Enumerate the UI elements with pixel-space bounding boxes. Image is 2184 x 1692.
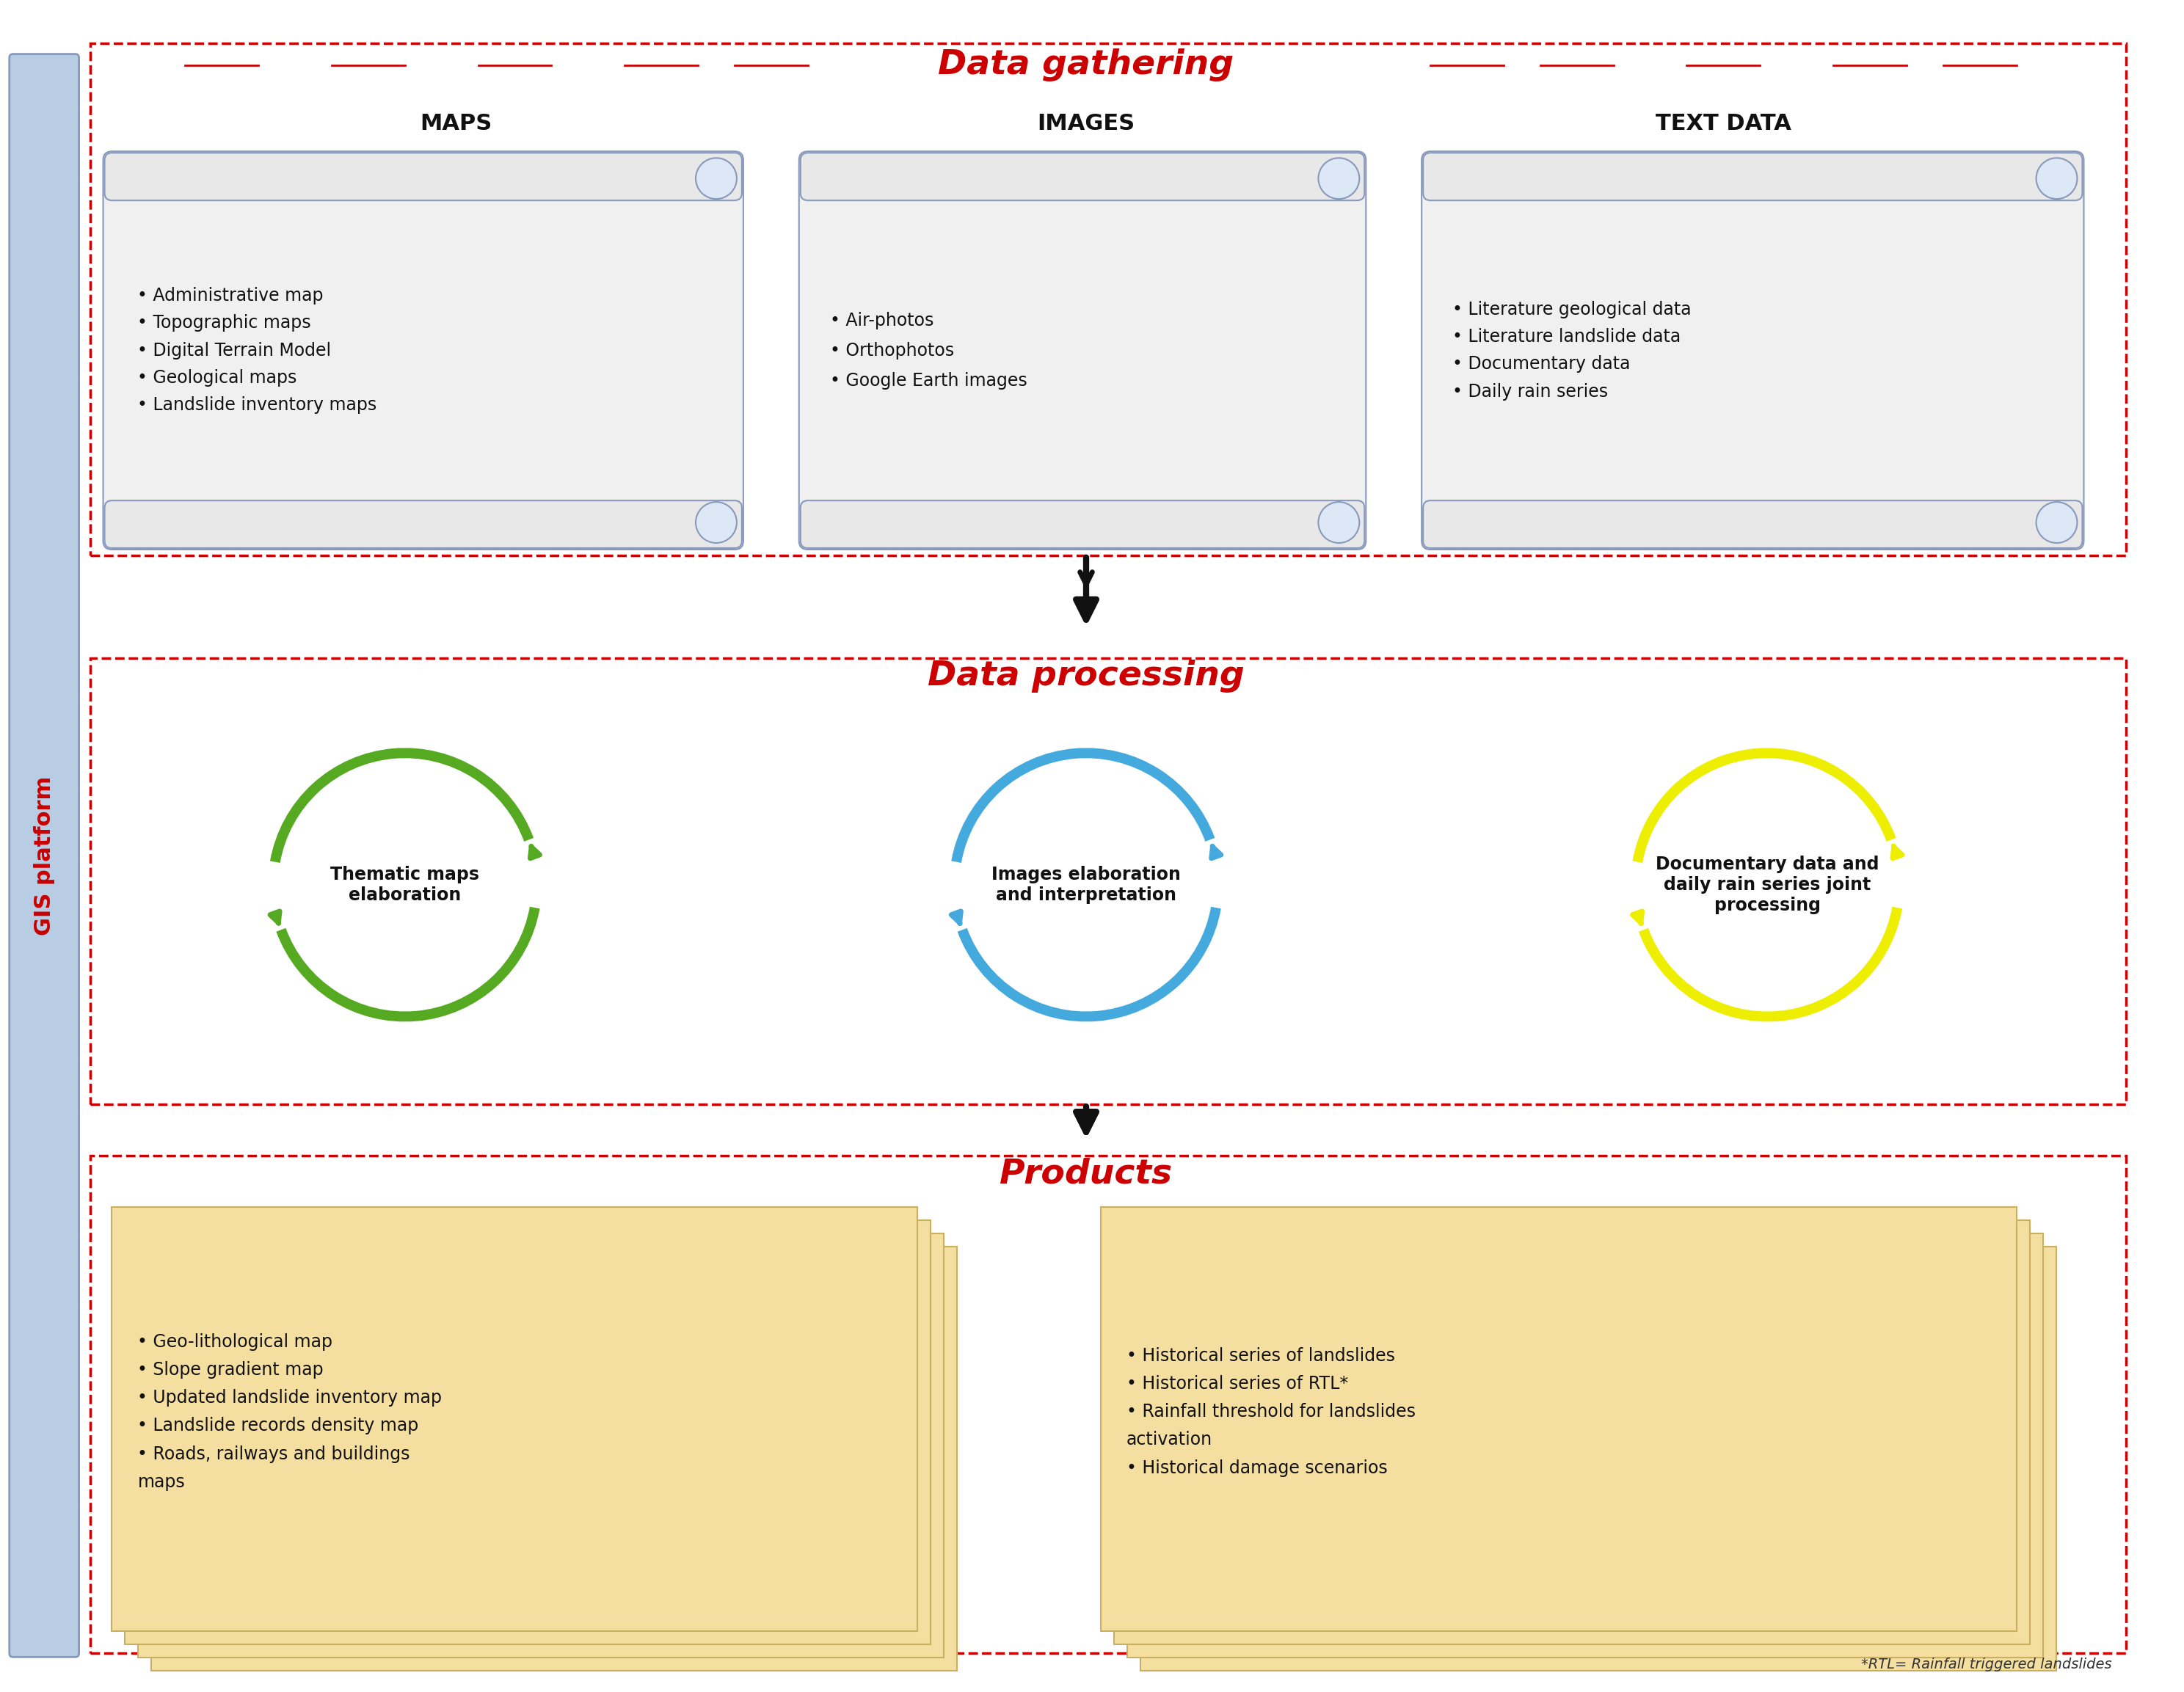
Text: • Literature geological data
• Literature landslide data
• Documentary data
• Da: • Literature geological data • Literatur… <box>1452 301 1690 401</box>
Text: • Air-photos
• Orthophotos
• Google Earth images: • Air-photos • Orthophotos • Google Eart… <box>830 311 1026 389</box>
FancyBboxPatch shape <box>9 54 79 1656</box>
Text: Thematic maps
elaboration: Thematic maps elaboration <box>330 866 480 904</box>
FancyBboxPatch shape <box>151 1247 957 1672</box>
Circle shape <box>2035 503 2077 543</box>
Bar <box>90 1156 2127 1653</box>
FancyBboxPatch shape <box>1101 1206 2016 1631</box>
Circle shape <box>1319 503 1358 543</box>
FancyBboxPatch shape <box>1424 501 2081 548</box>
FancyBboxPatch shape <box>1424 152 2081 200</box>
Bar <box>90 42 2127 555</box>
Text: • Historical series of landslides
• Historical series of RTL*
• Rainfall thresho: • Historical series of landslides • Hist… <box>1127 1347 1415 1477</box>
Text: Data gathering: Data gathering <box>939 49 1234 81</box>
Text: • Geo-lithological map
• Slope gradient map
• Updated landslide inventory map
• : • Geo-lithological map • Slope gradient … <box>138 1333 441 1491</box>
FancyBboxPatch shape <box>802 152 1365 200</box>
FancyBboxPatch shape <box>138 1233 943 1658</box>
Text: • Administrative map
• Topographic maps
• Digital Terrain Model
• Geological map: • Administrative map • Topographic maps … <box>138 288 378 415</box>
Circle shape <box>697 503 736 543</box>
Text: Documentary data and
daily rain series joint
processing: Documentary data and daily rain series j… <box>1655 856 1878 914</box>
FancyBboxPatch shape <box>124 1220 930 1645</box>
Text: Images elaboration
and interpretation: Images elaboration and interpretation <box>992 866 1182 904</box>
Circle shape <box>1319 157 1358 200</box>
Text: IMAGES: IMAGES <box>1037 113 1136 134</box>
Text: GIS platform: GIS platform <box>33 777 55 936</box>
Text: *RTL= Rainfall triggered landslides: *RTL= Rainfall triggered landslides <box>1861 1658 2112 1672</box>
FancyBboxPatch shape <box>105 501 743 548</box>
FancyBboxPatch shape <box>111 1206 917 1631</box>
Bar <box>90 658 2127 1105</box>
FancyBboxPatch shape <box>105 152 743 200</box>
FancyBboxPatch shape <box>802 501 1365 548</box>
FancyBboxPatch shape <box>103 151 743 550</box>
FancyBboxPatch shape <box>1422 151 2084 550</box>
Text: Products: Products <box>1000 1157 1173 1191</box>
Circle shape <box>2035 157 2077 200</box>
Text: TEXT DATA: TEXT DATA <box>1655 113 1791 134</box>
Circle shape <box>697 157 736 200</box>
FancyBboxPatch shape <box>1140 1247 2055 1672</box>
Text: MAPS: MAPS <box>419 113 491 134</box>
Text: Data processing: Data processing <box>928 660 1245 692</box>
FancyBboxPatch shape <box>1114 1220 2029 1645</box>
FancyBboxPatch shape <box>1127 1233 2042 1658</box>
FancyBboxPatch shape <box>799 151 1365 550</box>
